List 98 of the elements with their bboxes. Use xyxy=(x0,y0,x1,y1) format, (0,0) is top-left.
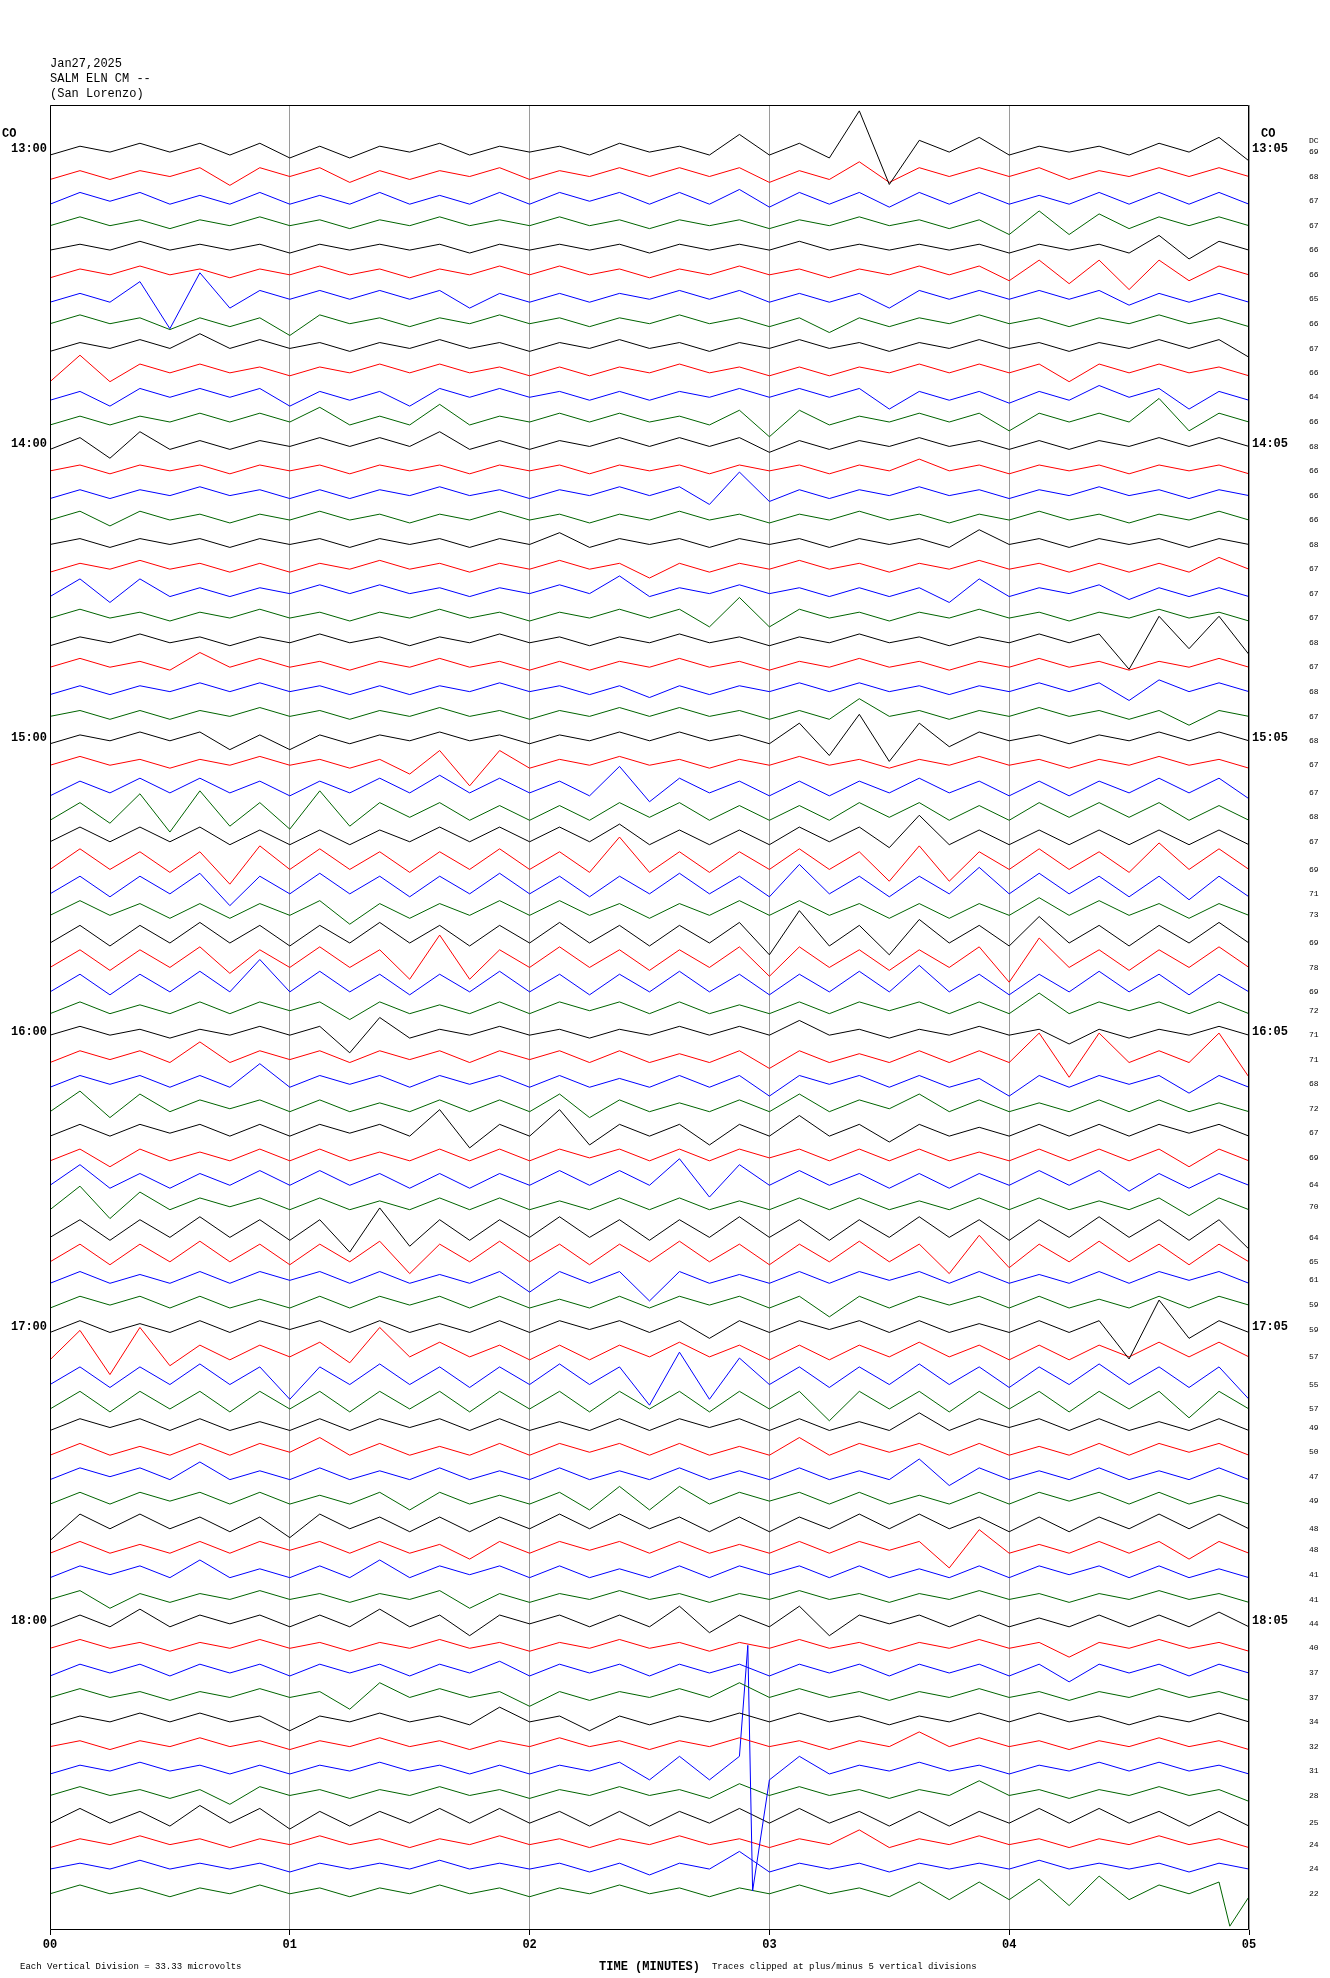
text: 78 xyxy=(1309,962,1319,972)
text: Traces clipped at plus/minus 5 vertical divisions xyxy=(711,1962,977,1973)
text: 41 xyxy=(1309,1569,1319,1579)
y2-tick-label: 13:05 xyxy=(1252,142,1289,157)
text: 68 xyxy=(1309,735,1319,745)
y2-tick-label: 17:05 xyxy=(1252,1319,1289,1334)
y-tick-label: 13:00 xyxy=(10,142,47,157)
text: 67 xyxy=(1309,1128,1319,1138)
text: 67 xyxy=(1309,760,1319,770)
text: 67 xyxy=(1309,196,1319,206)
text: 68 xyxy=(1309,539,1319,549)
text: 24 xyxy=(1309,1839,1319,1849)
text: 64 xyxy=(1309,1232,1319,1242)
text: 37 xyxy=(1309,1668,1319,1678)
text: 49 xyxy=(1309,1422,1319,1432)
text: 69 xyxy=(1309,864,1319,874)
text: 67 xyxy=(1309,613,1319,623)
text: 66 xyxy=(1309,515,1319,525)
chart-title: Jan27,2025 xyxy=(50,57,123,71)
text: 65 xyxy=(1309,294,1319,304)
text: 59 xyxy=(1309,1300,1319,1310)
text: 66 xyxy=(1309,269,1319,279)
text: 68 xyxy=(1309,686,1319,696)
x-axis-title: TIME (MINUTES) xyxy=(599,1960,700,1975)
text: 44 xyxy=(1309,1619,1319,1628)
y-tick-label: 15:00 xyxy=(10,730,47,745)
text: 31 xyxy=(1309,1766,1319,1776)
y2-tick-label: 18:05 xyxy=(1252,1613,1289,1628)
text: 68 xyxy=(1309,637,1319,647)
text: 70 xyxy=(1309,1201,1319,1211)
text: 71 xyxy=(1309,889,1319,898)
text: 72 xyxy=(1309,1005,1319,1015)
text: 25 xyxy=(1309,1818,1319,1828)
text: 67 xyxy=(1309,564,1319,574)
x-tick-label: 05 xyxy=(1241,1938,1257,1953)
text: 48 xyxy=(1309,1523,1319,1533)
x-tick-label: 00 xyxy=(42,1938,58,1953)
text: 57 xyxy=(1309,1404,1319,1414)
text: 57 xyxy=(1309,1352,1319,1362)
chart-subtitle: SALM ELN CM -- (San Lorenzo) xyxy=(50,72,151,101)
text: 66 xyxy=(1309,417,1319,427)
text: 66 xyxy=(1309,367,1319,377)
y-tick-label: 17:00 xyxy=(10,1319,47,1334)
text: 68 xyxy=(1309,1079,1319,1089)
text: 68 xyxy=(1309,441,1319,451)
text: 67 xyxy=(1309,588,1319,598)
text: 69 xyxy=(1309,987,1319,997)
y2-tick-label: 16:05 xyxy=(1252,1025,1289,1040)
text: 49 xyxy=(1309,1496,1319,1506)
x-tick-label: 02 xyxy=(522,1938,537,1953)
text: 69 xyxy=(1309,938,1319,948)
text: 67 xyxy=(1309,220,1319,230)
text: 67 xyxy=(1309,711,1319,721)
y-tick-label: 14:00 xyxy=(10,436,47,451)
y-axis-title: CO xyxy=(2,127,17,142)
text: 71 xyxy=(1309,1054,1319,1064)
text: 64 xyxy=(1309,392,1319,402)
y-tick-label: 18:00 xyxy=(10,1613,47,1628)
text: 67 xyxy=(1309,343,1319,353)
text: 67 xyxy=(1309,788,1319,798)
x-tick-label: 03 xyxy=(762,1938,777,1953)
text: 37 xyxy=(1309,1692,1319,1702)
text: 59 xyxy=(1309,1324,1319,1334)
text: 69 xyxy=(1309,147,1319,157)
text: 34 xyxy=(1309,1717,1319,1727)
text: 72 xyxy=(1309,1103,1319,1113)
text: 64 xyxy=(1309,1180,1319,1190)
text: 22 xyxy=(1309,1888,1319,1898)
text: Each Vertical Division = 33.33 microvolts xyxy=(20,1962,242,1973)
text: 68 xyxy=(1309,812,1319,822)
text: 68 xyxy=(1309,171,1319,181)
text: 65 xyxy=(1309,1256,1319,1266)
text: 61 xyxy=(1309,1275,1319,1285)
text: 67 xyxy=(1309,836,1319,846)
text: 48 xyxy=(1309,1545,1319,1555)
y2-tick-label: 15:05 xyxy=(1252,730,1289,745)
text: 50 xyxy=(1309,1447,1319,1457)
text: 40 xyxy=(1309,1643,1319,1653)
text: 69 xyxy=(1309,1153,1319,1163)
text: 67 xyxy=(1309,662,1319,672)
text: 66 xyxy=(1309,490,1319,500)
text: 66 xyxy=(1309,245,1319,255)
text: 28 xyxy=(1309,1790,1319,1800)
y-tick-label: 16:00 xyxy=(10,1025,47,1040)
text: 47 xyxy=(1309,1471,1319,1481)
text: 55 xyxy=(1309,1379,1319,1389)
text: 73 xyxy=(1309,910,1319,920)
text: 66 xyxy=(1309,318,1319,328)
x-tick-label: 01 xyxy=(282,1938,297,1953)
text: 41 xyxy=(1309,1594,1319,1604)
x-tick-label: 04 xyxy=(1002,1938,1017,1953)
text: 71 xyxy=(1309,1030,1319,1040)
text: 24 xyxy=(1309,1864,1319,1874)
text: 32 xyxy=(1309,1741,1319,1751)
y2-axis-title: CO xyxy=(1261,127,1276,142)
text: 66 xyxy=(1309,466,1319,476)
text: DC xyxy=(1309,136,1319,146)
y2-tick-label: 14:05 xyxy=(1252,436,1289,451)
